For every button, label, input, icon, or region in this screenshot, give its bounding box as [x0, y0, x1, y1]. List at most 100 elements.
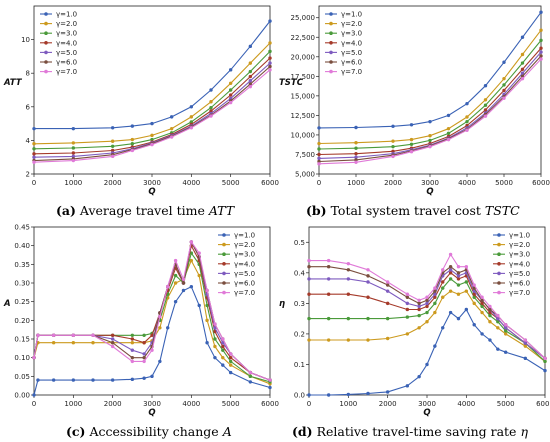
legend-marker	[44, 21, 48, 26]
series-point	[405, 301, 410, 306]
series-point	[268, 49, 272, 54]
chart-panel-c: 0 1000 2000 3000 4000 5000 6000 0.00 0.05 0.10 0.1…	[0, 221, 279, 421]
legend-marker	[44, 69, 48, 74]
series-point	[448, 277, 453, 281]
legend-label: γ=6.0	[234, 280, 255, 288]
y-tick-label: 0.20	[14, 317, 30, 325]
series-point	[142, 359, 146, 364]
series-point	[456, 274, 461, 278]
series-point	[488, 338, 492, 342]
series-point	[464, 289, 469, 293]
legend-marker	[44, 12, 48, 16]
legend-marker	[222, 262, 226, 266]
series-point	[205, 303, 209, 308]
series-point	[346, 277, 351, 281]
series-point	[472, 283, 476, 287]
series-point	[130, 148, 135, 153]
series-point	[448, 271, 453, 275]
legend-marker	[497, 252, 501, 256]
x-tick-label: 4000	[182, 400, 200, 408]
series-point	[543, 359, 547, 364]
series-point	[496, 316, 500, 321]
y-tick-label: 7,500	[295, 151, 315, 159]
series-point	[520, 52, 525, 57]
legend-marker	[329, 60, 333, 64]
series-point	[268, 61, 272, 65]
series-point	[465, 123, 469, 128]
y-tick-label: 15,000	[291, 92, 316, 100]
legend-label: γ=2.0	[234, 241, 255, 249]
series-point	[213, 337, 217, 341]
series-point	[228, 81, 233, 85]
y-tick-label: 5,000	[295, 171, 315, 179]
series-point	[32, 393, 36, 397]
series-point	[448, 268, 453, 272]
legend-marker	[222, 233, 226, 237]
series-point	[428, 138, 432, 143]
series-point	[248, 74, 253, 79]
series-point	[228, 363, 233, 367]
series-point	[110, 378, 115, 382]
series-point	[354, 151, 358, 156]
series-point	[441, 326, 445, 330]
series-point	[317, 156, 321, 161]
series-point	[189, 240, 194, 244]
series-point	[189, 120, 194, 124]
series-point	[307, 265, 311, 269]
series-point	[405, 315, 410, 319]
series-point	[268, 41, 272, 45]
x-tick-label: 3000	[421, 179, 439, 187]
series-point	[326, 393, 331, 397]
series-point	[173, 299, 178, 304]
series-point	[317, 162, 321, 166]
series-point	[354, 158, 358, 162]
series-point	[417, 298, 421, 303]
series-point	[409, 123, 414, 127]
legend-label: γ=1.0	[234, 232, 255, 240]
series-point	[346, 261, 351, 266]
legend-label: γ=7.0	[341, 68, 362, 76]
series-point	[71, 126, 76, 131]
y-tick-label: 0.0	[294, 392, 305, 400]
legend-marker	[497, 281, 501, 285]
series-point	[446, 113, 451, 118]
legend-marker	[329, 31, 333, 35]
legend-label: γ=2.0	[56, 20, 77, 28]
legend-label: γ=2.0	[509, 241, 530, 249]
series-point	[110, 341, 115, 345]
series-point	[465, 128, 469, 132]
series-point	[385, 289, 390, 293]
series-point	[465, 119, 469, 124]
series-point	[189, 126, 194, 130]
series-point	[142, 352, 146, 356]
legend-marker	[329, 21, 333, 26]
series-point	[409, 137, 414, 142]
legend-label: γ=7.0	[509, 289, 530, 297]
series-point	[248, 370, 253, 375]
series-point	[464, 307, 469, 312]
caption-d: (d) Relative travel-time saving rate η	[292, 424, 528, 439]
x-axis-label: Q	[148, 408, 155, 418]
series-point	[425, 301, 429, 306]
series-point	[385, 301, 390, 306]
series-point	[346, 268, 351, 272]
series-point	[228, 96, 233, 101]
caption-b: (b) Total system travel cost TSTC	[306, 203, 520, 218]
series-point	[391, 139, 395, 143]
series-point	[456, 283, 461, 287]
series-point	[221, 337, 225, 341]
series-point	[441, 286, 445, 290]
series-point	[173, 281, 178, 285]
series-point	[317, 159, 321, 164]
series-point	[189, 105, 194, 109]
series-point	[405, 295, 410, 299]
series-point	[503, 326, 508, 330]
legend-label: γ=7.0	[56, 68, 77, 76]
series-point	[433, 289, 437, 293]
series-point	[71, 341, 76, 345]
series-point	[483, 84, 488, 88]
series-point	[142, 341, 146, 345]
x-tick-label: 3000	[143, 400, 161, 408]
series-point	[464, 265, 469, 269]
series-point	[480, 332, 484, 336]
